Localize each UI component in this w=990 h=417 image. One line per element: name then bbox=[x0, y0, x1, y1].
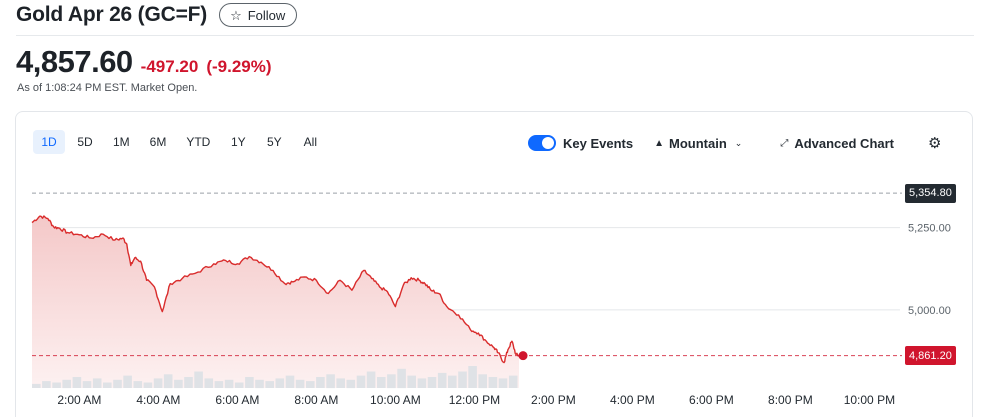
volume-bar bbox=[163, 374, 173, 389]
volume-bar bbox=[204, 378, 214, 388]
volume-bar bbox=[285, 375, 295, 388]
range-5y[interactable]: 5Y bbox=[267, 135, 282, 149]
chart-type-dropdown[interactable]: ▲ Mountain ⌄ bbox=[654, 136, 742, 151]
range-selector: 1D 5D 1M 6M YTD 1Y 5Y All bbox=[33, 130, 326, 154]
volume-bar bbox=[72, 377, 82, 388]
key-events-toggle[interactable] bbox=[528, 135, 556, 151]
volume-bar bbox=[468, 366, 477, 388]
x-tick-label: 4:00 PM bbox=[610, 393, 655, 407]
mountain-icon: ▲ bbox=[654, 137, 664, 149]
volume-bar bbox=[103, 382, 112, 388]
x-tick-label: 8:00 PM bbox=[768, 393, 813, 407]
last-price-dot bbox=[518, 351, 528, 361]
volume-bar bbox=[366, 371, 376, 388]
volume-bar bbox=[346, 379, 356, 389]
x-tick-label: 6:00 AM bbox=[215, 393, 259, 407]
quote-summary: 4,857.60 -497.20 (-9.29%) bbox=[16, 44, 272, 80]
price-change-percent: (-9.29%) bbox=[206, 57, 272, 76]
range-1m[interactable]: 1M bbox=[113, 135, 130, 149]
x-tick-label: 6:00 PM bbox=[689, 393, 734, 407]
chart-type-label: Mountain bbox=[669, 135, 727, 151]
volume-bar bbox=[316, 377, 325, 388]
x-tick-label: 4:00 AM bbox=[136, 393, 180, 407]
volume-bar bbox=[295, 379, 305, 389]
volume-bar bbox=[417, 378, 427, 388]
volume-bar bbox=[265, 381, 274, 388]
last-price: 4,857.60 bbox=[16, 44, 133, 79]
volume-bar bbox=[458, 371, 467, 388]
volume-bar bbox=[245, 377, 254, 388]
quote-header: Gold Apr 26 (GC=F) ☆ Follow bbox=[16, 2, 298, 28]
advanced-chart-button[interactable]: ⤢ Advanced Chart bbox=[780, 136, 894, 151]
volume-bar bbox=[62, 379, 71, 389]
volume-bar bbox=[427, 377, 437, 388]
volume-bar bbox=[32, 383, 41, 388]
key-events-label: Key Events bbox=[563, 135, 634, 151]
expand-arrows-icon: ⤢ bbox=[780, 137, 789, 149]
volume-bar bbox=[508, 375, 518, 388]
range-1d[interactable]: 1D bbox=[33, 130, 65, 154]
advanced-chart-label: Advanced Chart bbox=[794, 135, 895, 151]
volume-bar bbox=[275, 378, 285, 388]
volume-bar bbox=[52, 382, 61, 388]
x-tick-label: 10:00 PM bbox=[844, 393, 895, 407]
volume-bar bbox=[174, 379, 183, 389]
volume-bar bbox=[437, 372, 447, 388]
price-line bbox=[31, 215, 520, 364]
volume-bar bbox=[498, 378, 508, 388]
chevron-down-icon: ⌄ bbox=[734, 137, 743, 148]
range-1y[interactable]: 1Y bbox=[231, 135, 246, 149]
volume-bar bbox=[234, 382, 244, 388]
volume-bar bbox=[133, 381, 143, 388]
volume-bar bbox=[356, 375, 366, 388]
volume-bar bbox=[143, 382, 153, 388]
y-tick-label: 5,000.00 bbox=[908, 305, 951, 317]
header-divider bbox=[16, 35, 974, 36]
follow-label: Follow bbox=[247, 7, 286, 23]
range-5d[interactable]: 5D bbox=[77, 135, 93, 149]
gear-icon[interactable]: ⚙ bbox=[928, 135, 942, 152]
volume-bar bbox=[387, 374, 396, 389]
volume-bar bbox=[336, 378, 345, 388]
volume-bar bbox=[326, 374, 335, 389]
range-all[interactable]: All bbox=[303, 135, 318, 149]
volume-bar bbox=[306, 381, 315, 388]
x-tick-label: 8:00 AM bbox=[294, 393, 338, 407]
range-6m[interactable]: 6M bbox=[149, 135, 167, 149]
previous-close-tag: 5,354.80 bbox=[905, 183, 956, 203]
range-ytd[interactable]: YTD bbox=[186, 135, 211, 149]
volume-bar bbox=[397, 368, 406, 389]
volume-bar bbox=[184, 377, 193, 388]
x-tick-label: 2:00 PM bbox=[531, 393, 576, 407]
instrument-title: Gold Apr 26 (GC=F) bbox=[16, 3, 208, 26]
volume-bar bbox=[82, 381, 92, 388]
volume-bar bbox=[488, 377, 498, 388]
last-price-tag: 4,861.20 bbox=[905, 346, 956, 366]
volume-bar bbox=[448, 375, 457, 388]
quote-timestamp: As of 1:08:24 PM EST. Market Open. bbox=[17, 82, 198, 94]
volume-bar bbox=[407, 375, 416, 388]
price-change: -497.20 bbox=[140, 57, 199, 76]
star-icon: ☆ bbox=[230, 7, 242, 23]
price-area-fill bbox=[32, 216, 519, 388]
volume-bar bbox=[153, 378, 163, 388]
volume-bar bbox=[194, 371, 203, 388]
volume-bar bbox=[113, 379, 122, 389]
volume-bar bbox=[92, 378, 102, 388]
volume-bar bbox=[478, 374, 487, 389]
volume-bar bbox=[214, 381, 224, 388]
volume-bar bbox=[42, 381, 51, 388]
x-tick-label: 2:00 AM bbox=[57, 393, 101, 407]
volume-bar bbox=[255, 379, 264, 389]
y-tick-label: 5,250.00 bbox=[908, 223, 951, 235]
volume-bar bbox=[377, 377, 386, 388]
volume-bar bbox=[224, 379, 234, 389]
x-tick-label: 12:00 PM bbox=[449, 393, 500, 407]
key-events-control[interactable]: Key Events bbox=[528, 135, 633, 151]
chart-controls: Key Events ▲ Mountain ⌄ ⤢ Advanced Chart… bbox=[528, 132, 941, 154]
follow-button[interactable]: ☆ Follow bbox=[219, 3, 298, 27]
volume-bar bbox=[123, 375, 132, 388]
x-tick-label: 10:00 AM bbox=[370, 393, 421, 407]
